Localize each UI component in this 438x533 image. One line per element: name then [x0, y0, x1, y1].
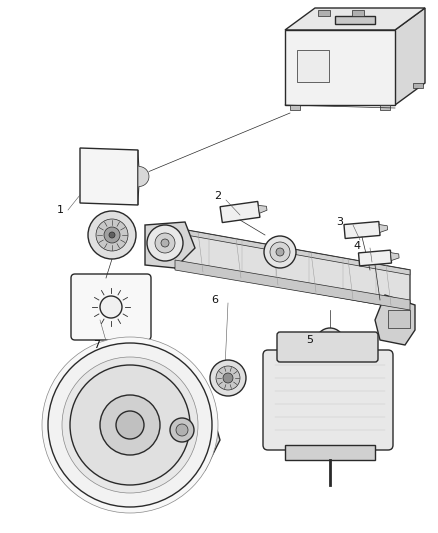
Circle shape: [70, 365, 190, 485]
Circle shape: [161, 239, 169, 247]
Bar: [297, 50, 329, 82]
Text: 2: 2: [215, 191, 222, 201]
Polygon shape: [175, 260, 410, 310]
Polygon shape: [285, 8, 425, 30]
Circle shape: [96, 219, 128, 251]
Polygon shape: [375, 295, 415, 345]
Polygon shape: [258, 205, 267, 213]
Circle shape: [48, 343, 212, 507]
Bar: [413, 83, 423, 88]
Polygon shape: [150, 387, 220, 470]
Circle shape: [109, 232, 115, 238]
Circle shape: [270, 242, 290, 262]
Circle shape: [176, 424, 188, 436]
Circle shape: [276, 248, 284, 256]
Bar: [380, 105, 390, 110]
Circle shape: [42, 337, 218, 513]
FancyBboxPatch shape: [263, 350, 393, 450]
Text: 6: 6: [212, 295, 219, 305]
Text: 7: 7: [93, 340, 101, 350]
Polygon shape: [379, 224, 388, 232]
Polygon shape: [145, 222, 195, 268]
Bar: [388, 310, 410, 328]
Circle shape: [322, 334, 338, 350]
Bar: [318, 10, 330, 16]
Text: 4: 4: [353, 241, 360, 251]
Circle shape: [104, 227, 120, 243]
Polygon shape: [175, 228, 410, 275]
Text: 1: 1: [57, 205, 64, 215]
Polygon shape: [285, 445, 375, 460]
Text: 5: 5: [307, 335, 314, 345]
Bar: [352, 10, 364, 16]
Polygon shape: [391, 253, 399, 261]
Text: 3: 3: [336, 217, 343, 227]
Circle shape: [223, 373, 233, 383]
Circle shape: [116, 411, 144, 439]
Polygon shape: [220, 201, 260, 223]
Circle shape: [170, 418, 194, 442]
Circle shape: [100, 296, 122, 318]
FancyBboxPatch shape: [71, 274, 151, 340]
Circle shape: [316, 328, 344, 356]
Polygon shape: [395, 8, 425, 105]
Circle shape: [155, 233, 175, 253]
Polygon shape: [344, 222, 380, 238]
Polygon shape: [335, 16, 375, 24]
Circle shape: [327, 339, 333, 345]
Polygon shape: [358, 250, 392, 266]
Circle shape: [216, 366, 240, 390]
Polygon shape: [138, 150, 149, 205]
Circle shape: [88, 211, 136, 259]
Circle shape: [147, 225, 183, 261]
Bar: [285, 30, 395, 105]
Polygon shape: [80, 148, 138, 205]
Circle shape: [100, 395, 160, 455]
Circle shape: [210, 360, 246, 396]
Circle shape: [62, 357, 198, 493]
Bar: [290, 105, 300, 110]
Polygon shape: [175, 228, 410, 310]
FancyBboxPatch shape: [277, 332, 378, 362]
Circle shape: [264, 236, 296, 268]
